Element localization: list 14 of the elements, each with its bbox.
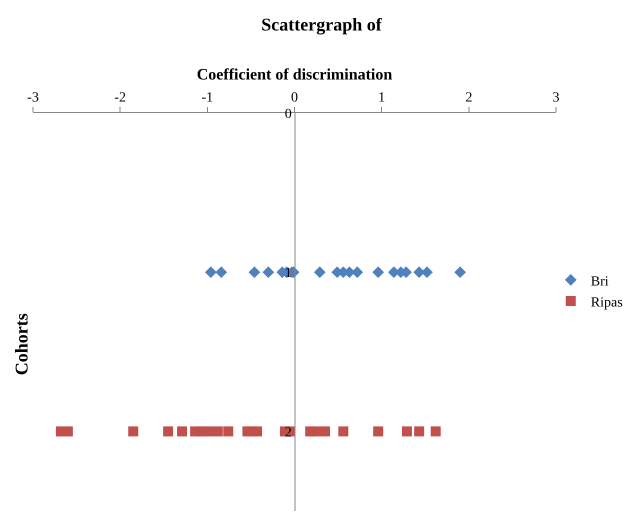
y-tick-label: 1 [284,266,292,282]
y-tick-label: 2 [284,425,292,440]
x-tick-label: 3 [552,90,560,106]
x-axis-title: Coefficient of discrimination [196,66,392,84]
y-axis-title: Cohorts [12,313,32,376]
x-tick-label: 1 [378,90,386,106]
x-tick-label: -3 [27,90,39,106]
chart-title: Scattergraph of [261,14,383,35]
x-tick-label: -2 [114,90,126,106]
legend-label: Ripas [590,296,623,310]
y-tick-label: 0 [284,106,292,122]
x-tick-label: 2 [465,90,472,106]
x-tick-label: -1 [201,90,214,106]
legend-label: Bri [590,274,609,290]
